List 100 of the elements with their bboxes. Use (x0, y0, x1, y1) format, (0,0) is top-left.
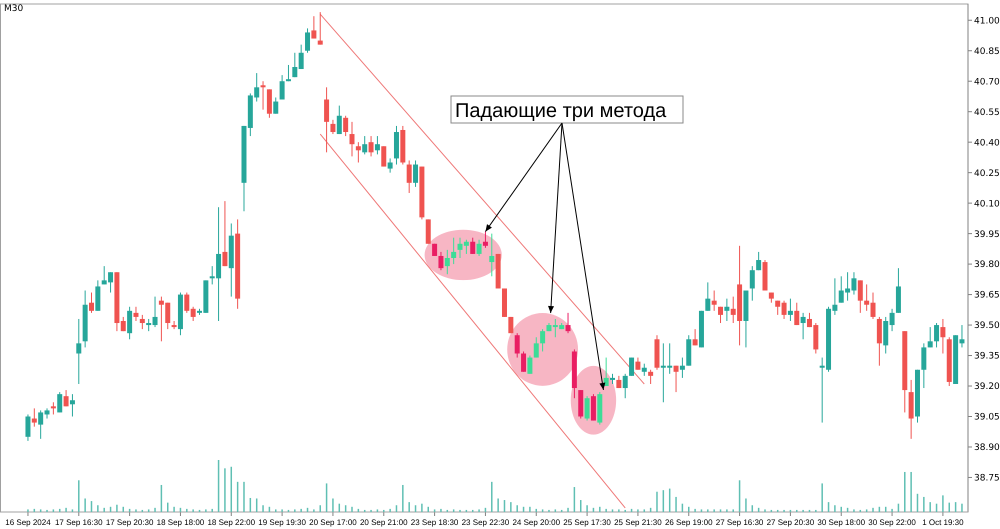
x-tick-label: 19 Sep 19:30 (258, 518, 306, 527)
candlestick (64, 390, 69, 407)
candlestick (521, 350, 526, 372)
candlestick (451, 237, 456, 265)
candlestick (616, 375, 622, 389)
y-tick-label: 39.80 (974, 260, 1000, 270)
candlestick (50, 402, 56, 415)
candlestick (127, 306, 132, 340)
candlestick (336, 105, 342, 135)
y-tick-label: 38.75 (974, 474, 1000, 484)
y-tick-label: 39.05 (974, 412, 1000, 423)
x-tick-label: 23 Sep 18:30 (410, 518, 459, 527)
candlestick (280, 74, 285, 100)
x-tick-label: 30 Sep 22:00 (868, 518, 916, 527)
candlestick (76, 318, 82, 384)
candlestick (584, 396, 590, 422)
x-tick-label: 27 Sep 16:30 (716, 518, 764, 527)
candlestick (444, 249, 450, 275)
candlestick (934, 322, 940, 348)
candlestick (350, 121, 354, 157)
candlestick (756, 251, 762, 271)
candlestick (356, 142, 361, 163)
candlestick (343, 115, 348, 137)
y-tick-label: 41.00 (974, 16, 1000, 26)
candlestick (374, 136, 380, 155)
y-tick-label: 40.85 (974, 46, 1000, 57)
candlestick (724, 298, 730, 322)
y-tick-label: 40.70 (974, 77, 1000, 88)
candlestick (858, 280, 863, 314)
x-tick-label: 18 Sep 22:00 (207, 518, 256, 527)
candlestick (470, 237, 476, 254)
candlestick (133, 306, 138, 322)
candlestick (476, 239, 482, 256)
candlestick (432, 243, 438, 256)
candlestick (566, 312, 571, 334)
candlestick (514, 332, 520, 358)
x-tick-label: 26 Sep 19:00 (664, 518, 714, 527)
x-tick-label: 20 Sep 17:00 (309, 518, 358, 527)
x-tick-label: 25 Sep 17:30 (563, 518, 612, 527)
y-tick-label: 40.40 (974, 138, 1000, 148)
candlestick (921, 342, 926, 389)
candlestick (25, 414, 30, 442)
candlestick (318, 12, 323, 46)
candlestick (362, 136, 368, 155)
candlestick (680, 357, 685, 378)
x-tick-label: 17 Sep 20:30 (106, 518, 154, 527)
candlestick (534, 336, 539, 358)
annotation: Падающие три метода (455, 100, 668, 122)
candlestick (635, 357, 640, 370)
candlestick (718, 306, 724, 324)
x-tick-label: 24 Sep 20:00 (512, 518, 561, 527)
candlestick (305, 28, 310, 54)
candlestick (928, 326, 933, 348)
candlestick (273, 96, 278, 114)
candlestick (712, 290, 717, 312)
candlestick (705, 282, 710, 312)
y-tick-label: 39.35 (974, 352, 1000, 362)
candlestick (610, 373, 616, 384)
candlestick (692, 328, 698, 346)
x-tick-label: 27 Sep 20:30 (766, 518, 815, 527)
y-tick-label: 39.95 (974, 230, 1000, 240)
candlestick (800, 312, 806, 340)
candlestick (527, 355, 532, 374)
candlestick (768, 292, 774, 304)
candlestick (88, 292, 94, 314)
candlestick (368, 136, 374, 157)
candlestick (794, 302, 800, 326)
x-tick-label: 25 Sep 21:30 (614, 518, 662, 527)
candlestick (622, 373, 628, 399)
x-tick-label: 23 Sep 22:30 (462, 518, 510, 527)
candlestick (674, 365, 679, 393)
candlestick (140, 314, 145, 330)
x-tick-label: 1 Oct 19:30 (922, 518, 964, 527)
candlestick (260, 80, 266, 110)
y-tick-label: 40.55 (974, 108, 1000, 118)
candlestick (438, 251, 444, 271)
candlestick (32, 408, 37, 428)
candlestick (406, 160, 412, 194)
candlestick (489, 233, 494, 277)
x-tick-label: 16 Sep 2024 (5, 518, 52, 527)
candlestick (642, 363, 647, 376)
candlestick (286, 64, 291, 82)
chart-title: M30 (4, 4, 24, 14)
candlestick (70, 394, 75, 417)
y-tick-label: 39.20 (974, 382, 1000, 392)
candlestick (648, 369, 654, 384)
candlestick (940, 318, 946, 354)
candlestick (381, 146, 386, 168)
x-tick-label: 20 Sep 21:00 (360, 518, 408, 527)
x-tick-label: 18 Sep 18:00 (156, 518, 205, 527)
candlestick (540, 328, 546, 352)
candlestick (324, 86, 330, 153)
y-tick-label: 40.25 (974, 168, 1000, 179)
candlestick (311, 16, 316, 40)
y-tick-label: 40.10 (974, 199, 1000, 210)
candlestick (413, 160, 418, 188)
candlestick (788, 298, 793, 322)
y-tick-label: 39.65 (974, 290, 1000, 301)
candlestick (629, 357, 634, 376)
y-tick-label: 38.90 (974, 443, 1000, 454)
